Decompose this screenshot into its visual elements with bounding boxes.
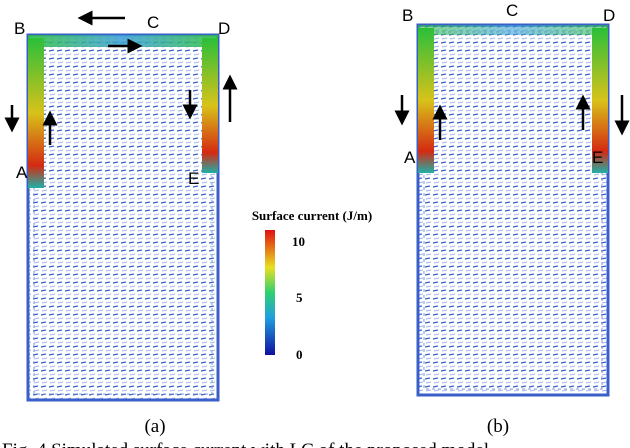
point-label: A (404, 148, 416, 167)
point-label: B (14, 19, 25, 38)
panel-a: B C D A E (a) (4, 10, 238, 437)
point-label: E (592, 148, 603, 167)
point-label: C (147, 13, 159, 32)
point-label: D (603, 6, 615, 25)
panel-label: (b) (487, 416, 509, 437)
point-label: A (16, 163, 28, 182)
colorbar-tick: 5 (296, 290, 303, 305)
colorbar-tick: 0 (296, 347, 303, 362)
point-label: D (218, 19, 230, 38)
caption: Fig. 4 Simulated surface current with LC… (2, 440, 489, 448)
panel-b: B C D A E (b) (394, 1, 630, 437)
point-label: C (506, 1, 518, 20)
point-label: B (402, 6, 413, 25)
colorbar-title: Surface current (J/m) (252, 208, 372, 223)
colorbar-tick: 10 (292, 234, 305, 249)
panel-label: (a) (144, 416, 165, 437)
point-label: E (188, 169, 199, 188)
colorbar: Surface current (J/m) 10 5 0 (252, 208, 372, 362)
